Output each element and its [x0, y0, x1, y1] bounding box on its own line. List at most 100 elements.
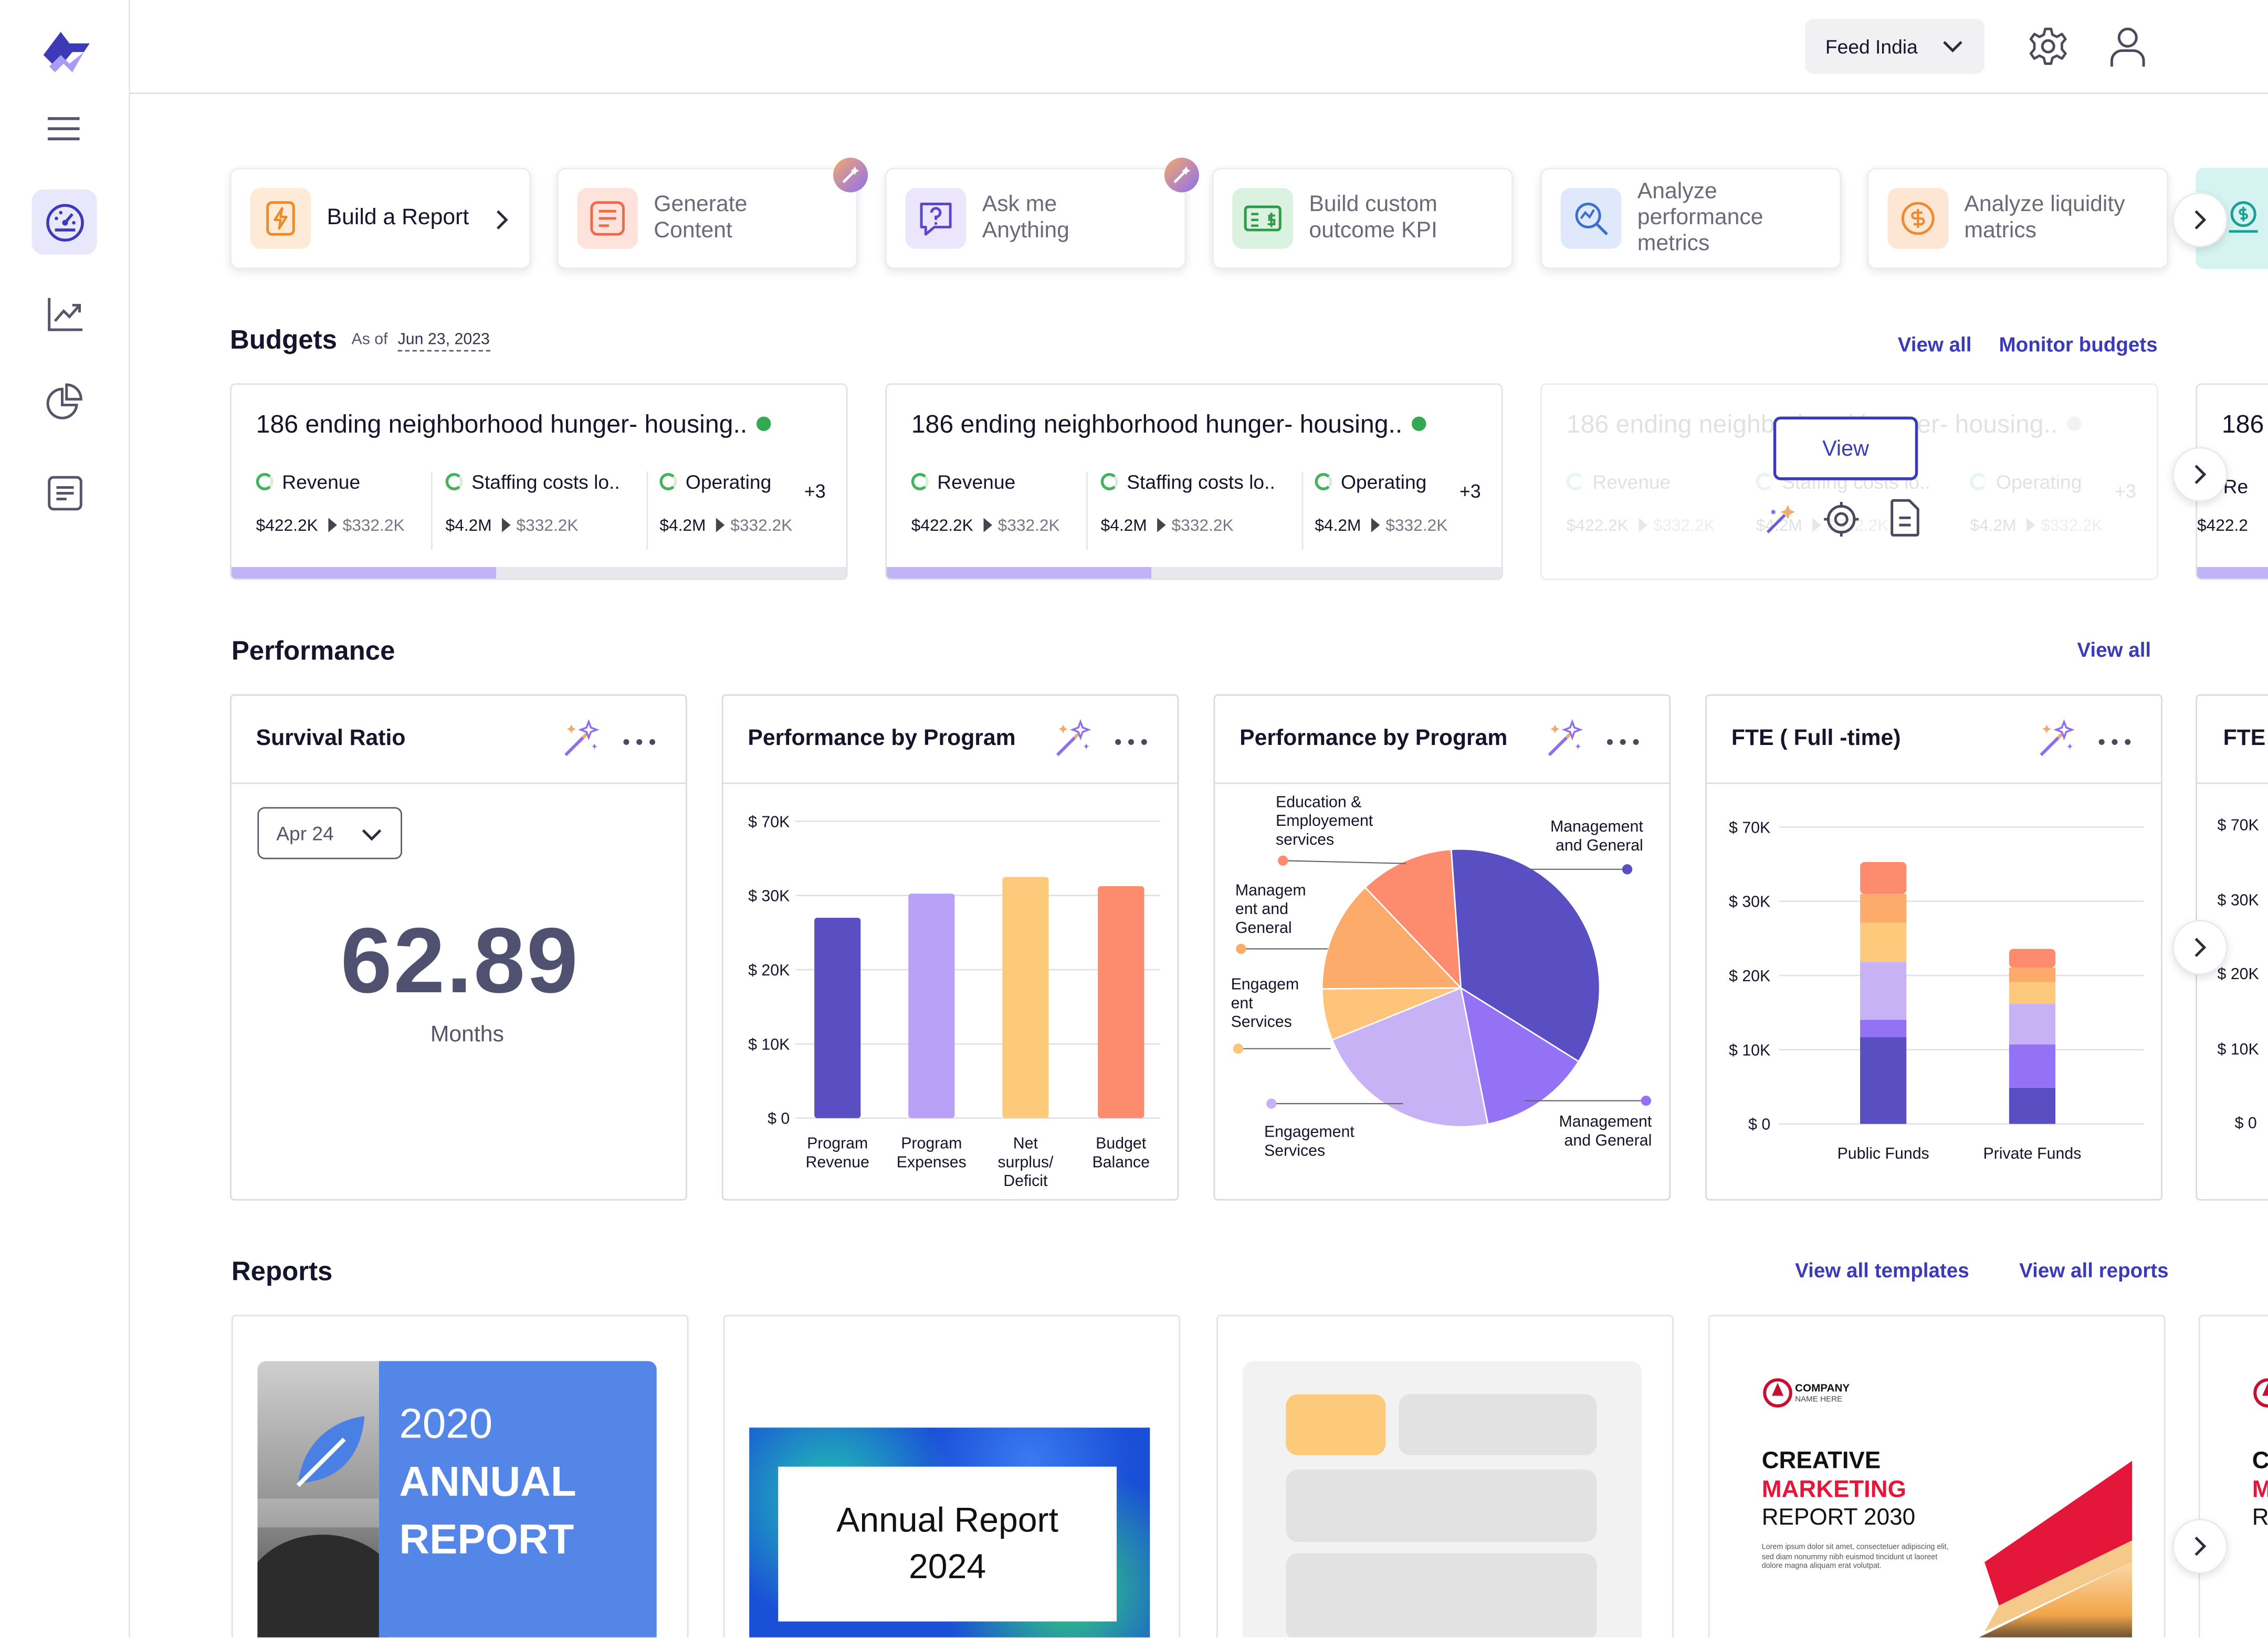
metric-label: Operating	[1340, 471, 1427, 494]
document-icon[interactable]	[1887, 498, 1922, 538]
survival-unit: Months	[430, 1022, 504, 1047]
svg-text:$ 20K: $ 20K	[2218, 965, 2259, 983]
view-all-reports-link[interactable]: View all reports	[2019, 1258, 2169, 1282]
performance-next-button[interactable]	[2172, 920, 2228, 975]
nav-documents[interactable]	[32, 460, 97, 525]
more-options-icon[interactable]	[1606, 735, 1646, 745]
report-thumbnail: Annual Report 2024	[749, 1427, 1150, 1637]
quick-action-analyze-performance[interactable]: Analyze performance metrics	[1540, 167, 1842, 269]
reports-title: Reports	[231, 1255, 333, 1286]
y-tick-label: $ 20K	[1729, 968, 1770, 985]
budget-card-hovered[interactable]: 186 ending neighborhood hunger- housing.…	[1540, 383, 2158, 580]
metric-current: $422.2K	[256, 518, 318, 536]
quick-action-build-report[interactable]: Build a Report	[230, 167, 531, 269]
y-tick-label: $ 70K	[1729, 819, 1770, 836]
lines-icon	[577, 188, 638, 249]
period-dropdown[interactable]: Apr 24	[257, 807, 402, 859]
report-card[interactable]: 2020 ANNUAL REPORT	[231, 1315, 689, 1637]
magic-wand-icon[interactable]	[2034, 718, 2077, 761]
chevron-right-icon	[497, 210, 508, 230]
question-chat-icon	[905, 188, 967, 249]
divider	[1301, 471, 1304, 550]
reports-next-button[interactable]	[2172, 1518, 2228, 1574]
menu-icon[interactable]	[32, 96, 97, 161]
magic-wand-icon[interactable]	[558, 718, 602, 761]
leader-dot	[1622, 864, 1633, 875]
quick-action-label: Generate Content	[654, 192, 748, 243]
quick-action-generate-content[interactable]: Generate Content	[556, 167, 858, 269]
more-metrics-count[interactable]: +3	[1459, 480, 1481, 502]
report-title-line1: Annual Report	[836, 1501, 1058, 1541]
report-title-line2: REPORT	[399, 1517, 574, 1564]
report-card[interactable]: COMPANY NAME HERE CREATIVE MARKETING REP…	[1708, 1315, 2166, 1637]
card-title: Survival Ratio	[256, 726, 406, 751]
budgets-view-all-link[interactable]: View all	[1897, 332, 1972, 356]
view-button[interactable]: View	[1773, 416, 1918, 480]
divider	[431, 471, 433, 550]
metric-previous: $332.2K	[998, 518, 1060, 536]
hover-overlay	[1541, 384, 2157, 579]
more-options-icon[interactable]	[2098, 735, 2138, 745]
monitor-budgets-link[interactable]: Monitor budgets	[1999, 332, 2158, 356]
pie-label: Education & Employement services	[1276, 793, 1373, 848]
quick-action-build-kpi[interactable]: Build custom outcome KPI	[1212, 167, 1513, 269]
magic-wand-icon[interactable]	[1762, 500, 1800, 538]
budgets-next-button[interactable]	[2172, 447, 2228, 502]
metric-current: $422.2K	[911, 518, 973, 536]
nav-trends[interactable]	[32, 280, 97, 345]
stacked-bar-segment	[2009, 968, 2055, 982]
performance-view-all-link[interactable]: View all	[2077, 637, 2151, 662]
bolt-doc-icon	[250, 188, 311, 249]
chevron-down-icon	[1943, 41, 1962, 52]
quick-action-label: Build a Report	[327, 205, 469, 230]
quick-action-partial[interactable]	[2196, 167, 2268, 269]
budget-card[interactable]: 186 ending neighborhood hunger- housing.…	[230, 383, 848, 580]
metric-previous: $332.2K	[1171, 518, 1234, 536]
more-options-icon[interactable]	[623, 735, 662, 745]
report-card-partial[interactable]: C M R	[2198, 1315, 2268, 1637]
nav-dashboard[interactable]	[32, 189, 97, 255]
budget-card[interactable]: 186 ending neighborhood hunger- housing.…	[885, 383, 1503, 580]
quick-action-ask-anything[interactable]: Ask me Anything	[885, 167, 1186, 269]
org-selector[interactable]: Feed India	[1805, 18, 1984, 74]
profile-button[interactable]	[2107, 25, 2148, 75]
program-pie-chart: Education & Employement services Management…	[1231, 793, 1652, 1159]
metric-current: $4.2M	[445, 518, 492, 536]
budgets-as-of-date[interactable]: Jun 23, 2023	[397, 331, 490, 352]
view-all-templates-link[interactable]: View all templates	[1795, 1258, 1969, 1282]
nav-charts[interactable]	[32, 369, 97, 434]
metric-previous: $332.2K	[1385, 518, 1448, 536]
budgets-title: Budgets	[230, 324, 337, 354]
quick-actions-next-button[interactable]	[2172, 192, 2228, 248]
document-icon	[47, 475, 82, 510]
more-options-icon[interactable]	[1115, 735, 1154, 745]
report-card-placeholder[interactable]	[1216, 1315, 1674, 1637]
company-sub: NAME HERE	[1795, 1395, 1843, 1405]
y-tick-label: $ 30K	[748, 888, 790, 905]
trend-icon	[47, 297, 82, 331]
quick-action-label: Ask me Anything	[982, 192, 1069, 243]
settings-button[interactable]	[2028, 26, 2068, 74]
stacked-bar-segment	[2009, 1087, 2055, 1124]
arrow-right-icon	[983, 518, 992, 532]
progress-ring-icon	[1100, 472, 1118, 490]
money-stack-icon	[2229, 201, 2258, 233]
bar	[1002, 877, 1049, 1118]
logo-icon[interactable]	[40, 29, 92, 85]
quick-action-analyze-liquidity[interactable]: Analyze liquidity matrics	[1867, 167, 2168, 269]
target-icon[interactable]	[1822, 500, 1860, 538]
quick-action-label: Analyze performance metrics	[1637, 179, 1763, 256]
stacked-bar-segment	[2009, 1044, 2055, 1088]
more-metrics-count[interactable]: +3	[804, 480, 826, 502]
org-selector-label: Feed India	[1825, 35, 1918, 57]
magic-wand-icon[interactable]	[1050, 718, 1094, 761]
magic-wand-icon[interactable]	[1542, 718, 1586, 761]
metric-label: Operating	[685, 471, 772, 494]
card-title: FTE ( Full -time)	[1731, 726, 1901, 751]
report-card[interactable]: Annual Report 2024	[723, 1315, 1181, 1637]
metric-current: $4.2M	[659, 518, 706, 536]
progress-ring-icon	[659, 472, 677, 490]
leader-line	[1283, 860, 1406, 864]
card-title: FTE	[2223, 726, 2266, 751]
x-tick-label: Budget Balance	[1092, 1135, 1150, 1171]
